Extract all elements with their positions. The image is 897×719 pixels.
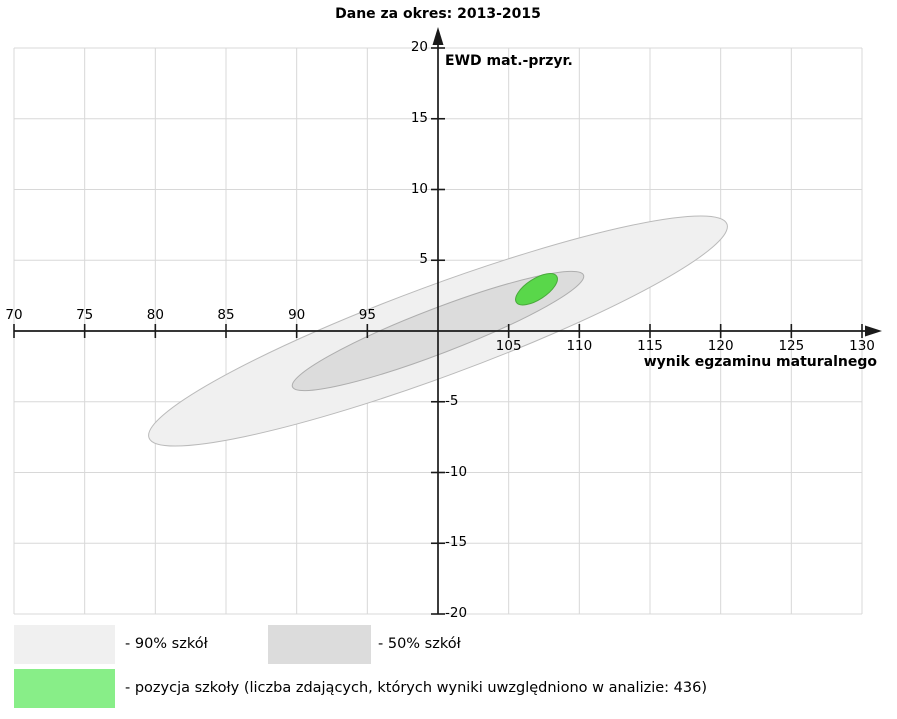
x-tick-label: 115	[637, 338, 663, 354]
x-axis-arrow-icon	[865, 325, 882, 337]
ellipse-school-position	[515, 273, 558, 306]
x-tick-label: 90	[288, 307, 306, 323]
legend-swatch-90pct	[14, 625, 115, 664]
y-tick-label: -5	[445, 392, 459, 409]
x-tick-label: 105	[495, 338, 522, 354]
x-tick-label: 125	[778, 338, 805, 354]
x-tick-label: 75	[76, 307, 94, 323]
x-tick-label: 80	[146, 307, 164, 323]
y-tick-label: 20	[410, 39, 428, 55]
x-tick-label: 95	[358, 307, 376, 323]
y-tick-label: -10	[445, 463, 468, 480]
x-tick-label: 130	[849, 338, 875, 354]
y-axis-arrow-icon	[432, 27, 444, 45]
x-axis-title: wynik egzaminu maturalnego	[643, 354, 877, 370]
legend-label-50pct: - 50% szkół	[378, 636, 461, 652]
legend-label-90pct: - 90% szkół	[125, 636, 208, 652]
x-tick-label: 110	[566, 338, 593, 354]
chart-title: Dane za okres: 2013-2015	[335, 6, 541, 22]
y-tick-label: 10	[410, 180, 428, 197]
x-tick-label: 85	[217, 307, 235, 323]
x-tick-label: 120	[707, 338, 734, 354]
legend-label-school-position: - pozycja szkoły (liczba zdających, któr…	[125, 680, 707, 696]
legend-swatch-50pct	[268, 625, 371, 664]
y-tick-label: -20	[445, 605, 468, 621]
legend-swatch-school-position	[14, 669, 115, 708]
x-tick-label: 70	[5, 307, 23, 323]
y-axis-title: EWD mat.-przyr.	[445, 53, 573, 69]
plot-area	[13, 27, 882, 615]
y-tick-label: 15	[410, 109, 428, 126]
y-tick-label: -15	[445, 534, 468, 551]
y-tick-label: 5	[419, 251, 428, 268]
